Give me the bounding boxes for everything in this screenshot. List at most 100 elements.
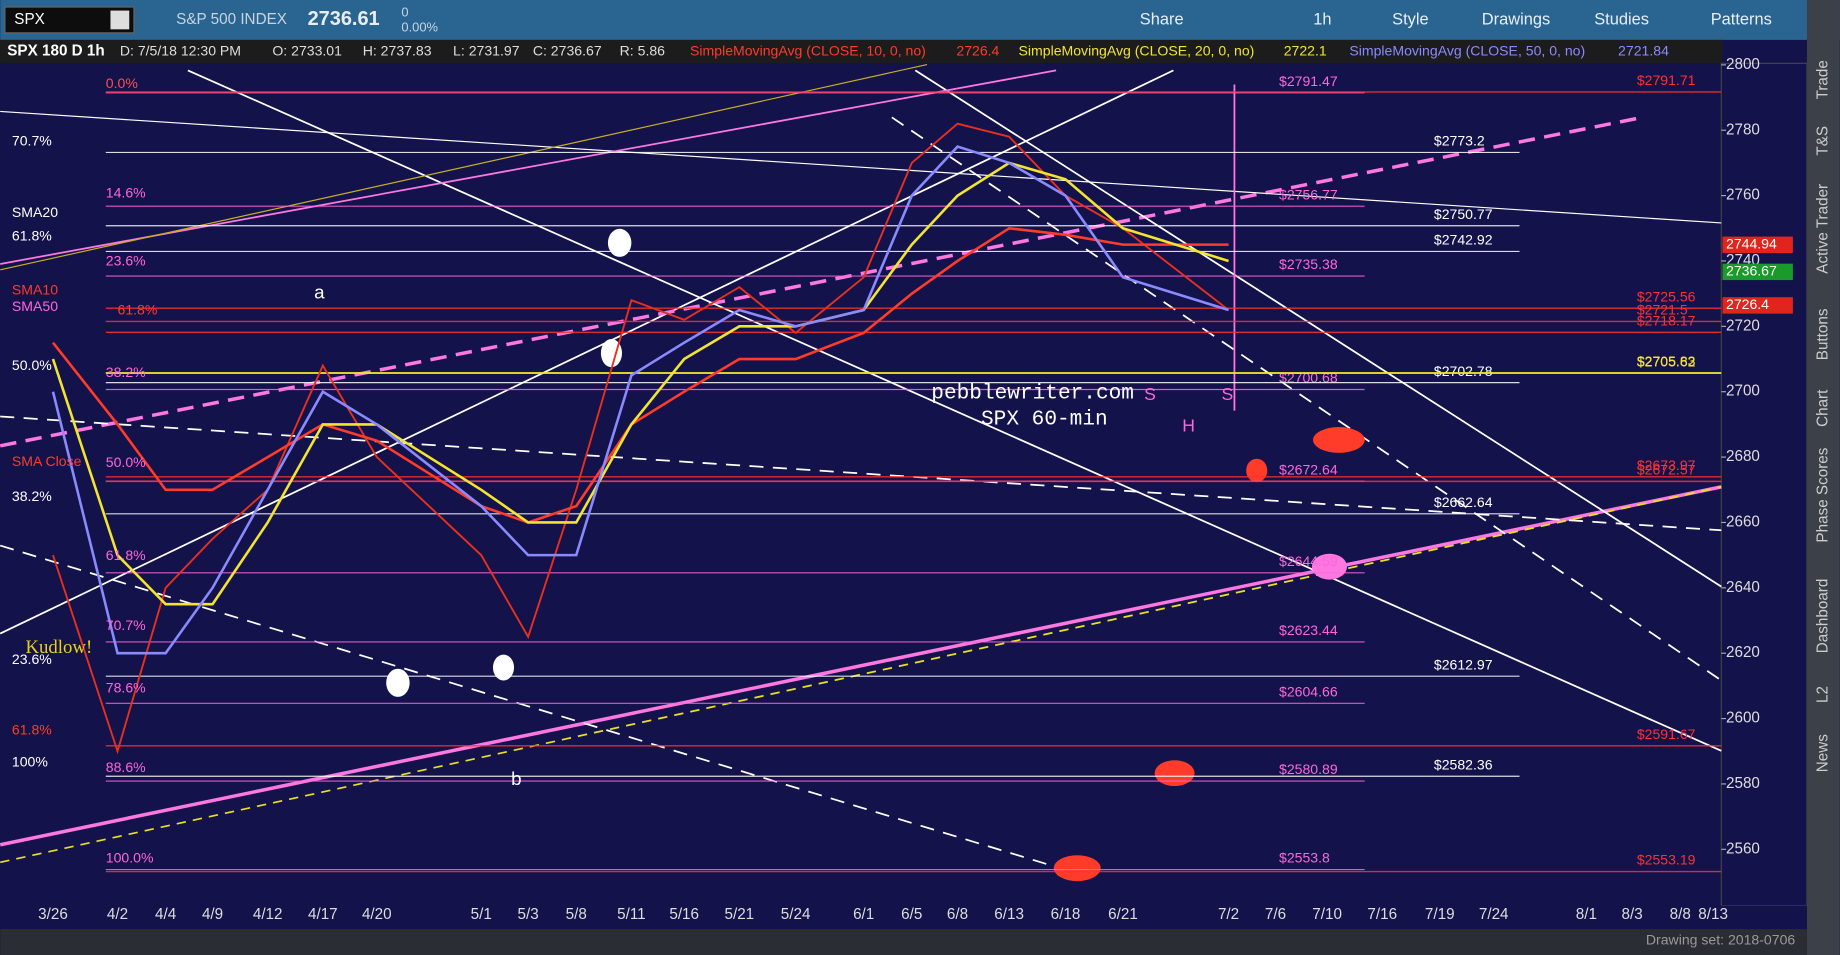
y-tick-label: 2720 (1726, 317, 1760, 334)
level-label: $2553.19 (1637, 852, 1696, 868)
drawing-set[interactable]: Drawing set: 2018-0706 (1646, 932, 1795, 948)
level-label: $2612.97 (1434, 656, 1493, 672)
x-tick-label: 6/13 (994, 906, 1024, 923)
fib-label: SMA10 (12, 282, 58, 298)
side-tab[interactable]: T&S (1814, 126, 1831, 156)
level-label: $2580.89 (1279, 761, 1338, 777)
trendline (0, 485, 1722, 847)
trendline (0, 63, 928, 271)
marker (607, 228, 632, 257)
y-tick-label: 2780 (1726, 121, 1760, 138)
x-tick-label: 7/24 (1479, 906, 1509, 923)
legend-value: 2721.84 (1618, 42, 1669, 58)
price-badge (1722, 236, 1793, 254)
side-tab[interactable]: News (1814, 734, 1831, 773)
x-tick-label: 8/13 (1698, 906, 1728, 923)
y-tick-label: 2680 (1726, 448, 1760, 465)
close: C: 2736.67 (533, 42, 602, 58)
fib-label: 23.6% (12, 651, 52, 667)
legend-value: 2722.1 (1284, 42, 1327, 58)
fib-label: 100.0% (106, 850, 154, 866)
side-tab[interactable]: Buttons (1814, 308, 1831, 360)
x-tick-label: 8/3 (1622, 906, 1643, 923)
x-tick-label: 5/8 (566, 906, 587, 923)
x-tick-label: 5/11 (617, 906, 646, 923)
marker (1313, 427, 1365, 453)
footer (0, 929, 1807, 955)
level-label: $2756.77 (1279, 186, 1338, 202)
x-tick-label: 4/20 (362, 906, 392, 923)
price-badge-label: 2726.4 (1726, 296, 1769, 312)
change-pct: 0.00% (401, 20, 438, 35)
trendline (187, 69, 1722, 752)
toolbar-button[interactable]: Share (1140, 10, 1184, 28)
trendline (0, 486, 1722, 864)
x-tick-label: 7/6 (1265, 906, 1286, 923)
price-badge-label: 2744.94 (1726, 236, 1777, 252)
marker (600, 339, 623, 368)
open: O: 2733.01 (272, 42, 342, 58)
marker (386, 668, 410, 697)
y-tick-label: 2660 (1726, 513, 1760, 530)
marker (1154, 760, 1195, 787)
fib-label: 0.0% (106, 75, 138, 91)
side-tab[interactable]: L2 (1814, 686, 1831, 703)
sidebar (1806, 0, 1840, 955)
marker (492, 654, 515, 681)
x-tick-label: 7/16 (1367, 906, 1397, 923)
fib-label: SMA20 (12, 204, 58, 220)
legend-value: 2726.4 (956, 42, 999, 58)
fib-label: 50.0% (12, 357, 52, 373)
sma-line (51, 161, 1229, 606)
y-tick-label: 2640 (1726, 579, 1760, 596)
fib-label: 61.8% (106, 547, 146, 563)
side-tab[interactable]: Active Trader (1814, 184, 1831, 274)
side-tab[interactable]: Phase Scores (1814, 447, 1831, 542)
annotation: S (1144, 384, 1156, 404)
level-label: $2591.67 (1637, 726, 1696, 742)
trendline (914, 69, 1722, 588)
x-tick-label: 3/26 (38, 906, 68, 923)
y-tick-label: 2620 (1726, 644, 1760, 661)
side-tab[interactable]: Dashboard (1814, 579, 1831, 654)
toolbar-button[interactable]: Style (1392, 10, 1428, 28)
x-tick-label: 5/21 (724, 906, 754, 923)
trendlines (0, 63, 1722, 875)
level-label: $2791.71 (1637, 72, 1696, 88)
fib-label: 61.8% (12, 228, 52, 244)
x-tick-label: 4/12 (253, 906, 283, 923)
last-price: 2736.61 (308, 8, 380, 30)
side-tab[interactable]: Chart (1814, 389, 1831, 427)
fib-label: 70.7% (106, 617, 146, 633)
toolbar-button[interactable]: Studies (1594, 10, 1649, 28)
toolbar-button[interactable]: Drawings (1482, 10, 1550, 28)
level-label: $2553.8 (1279, 850, 1330, 866)
symbol[interactable]: SPX (14, 11, 45, 28)
fib-label: 61.8% (12, 722, 52, 738)
study-header (0, 39, 1723, 64)
trendline (0, 115, 1644, 448)
side-tab[interactable]: Trade (1814, 60, 1831, 99)
trendline (891, 116, 1722, 682)
x-tick-label: 5/24 (781, 906, 811, 923)
study: SPX 180 D 1h (7, 43, 104, 60)
fib-label: SMA Close (12, 453, 82, 469)
x-tick-label: 5/3 (518, 906, 539, 923)
x-tick-label: 6/8 (947, 906, 968, 923)
date: D: 7/5/18 12:30 PM (120, 42, 241, 58)
toolbar-buttons: Share 1h Style Drawings Studies Patterns (1140, 10, 1772, 28)
fib-label: 38.2% (106, 364, 146, 380)
x-tick-label: 7/2 (1218, 906, 1239, 923)
fib-label: 78.6% (106, 679, 146, 695)
annotation: a (314, 281, 325, 302)
toolbar-button[interactable]: Patterns (1711, 10, 1772, 28)
annotation: Kudlow! (25, 637, 92, 658)
x-tick-label: 8/1 (1576, 906, 1597, 923)
fib-label: SMA50 (12, 298, 58, 314)
toolbar-button[interactable]: 1h (1313, 10, 1331, 28)
x-tick-label: 4/4 (155, 906, 177, 923)
dropdown[interactable] (110, 10, 130, 30)
level-label: $2791.47 (1279, 73, 1338, 89)
y-tick-label: 2580 (1726, 775, 1760, 792)
